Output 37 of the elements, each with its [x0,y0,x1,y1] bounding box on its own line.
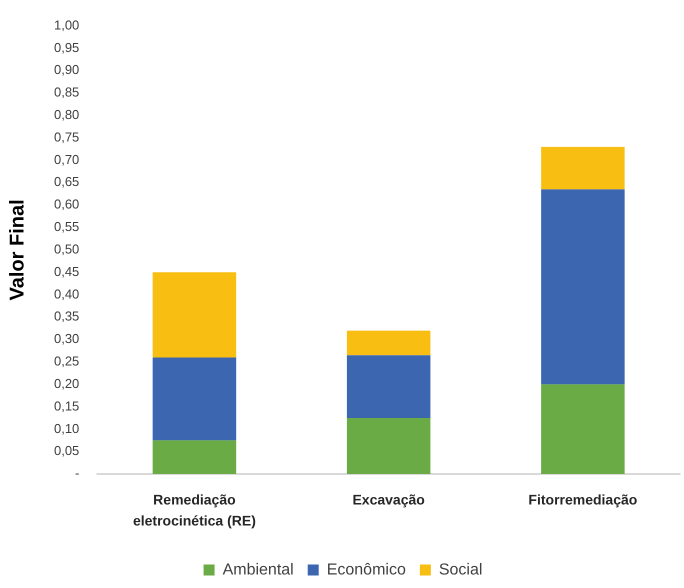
bar [346,355,430,418]
legend-label: Econômico [326,561,406,578]
y-tick-label: 0,70 [54,152,80,167]
y-tick-label: 0,60 [54,196,80,212]
y-axis-title: Valor Final [6,199,29,300]
x-tick-label: Fitorremediação [528,491,638,508]
bar [152,272,236,358]
y-tick-label: 0,50 [54,241,80,256]
y-tick-label: 0,95 [54,40,80,55]
y-tick-label: 0,55 [54,219,80,234]
bar [541,146,625,190]
bar [346,418,430,474]
bar [152,440,236,474]
bar [541,384,625,474]
x-tick-label: Remediação eletrocinética (RE) [132,491,256,528]
bar [152,357,236,440]
y-tick-label: - [74,466,80,481]
y-tick-label: 0,40 [54,286,80,302]
y-tick-label: 1,00 [54,17,80,32]
legend-label: Social [438,561,482,578]
y-tick-label: 0,35 [54,308,80,324]
y-tick-label: 0,80 [54,107,80,122]
bar [541,189,625,384]
y-tick-label: 0,25 [54,354,80,369]
y-tick-label: 0,15 [54,398,80,414]
y-tick-label: 0,45 [54,264,80,279]
y-tick-label: 0,65 [54,174,80,190]
y-tick-label: 0,75 [54,129,80,144]
bar [346,330,430,356]
y-tick-label: 0,05 [54,443,80,458]
y-tick-label: 0,90 [54,62,80,78]
y-tick-label: 0,30 [54,331,80,346]
y-tick-label: 0,10 [54,420,80,436]
y-tick-label: 0,85 [54,84,80,100]
legend-label: Ambiental [222,561,294,578]
x-tick-label: Excavação [352,491,425,508]
y-tick-label: 0,20 [54,376,80,391]
